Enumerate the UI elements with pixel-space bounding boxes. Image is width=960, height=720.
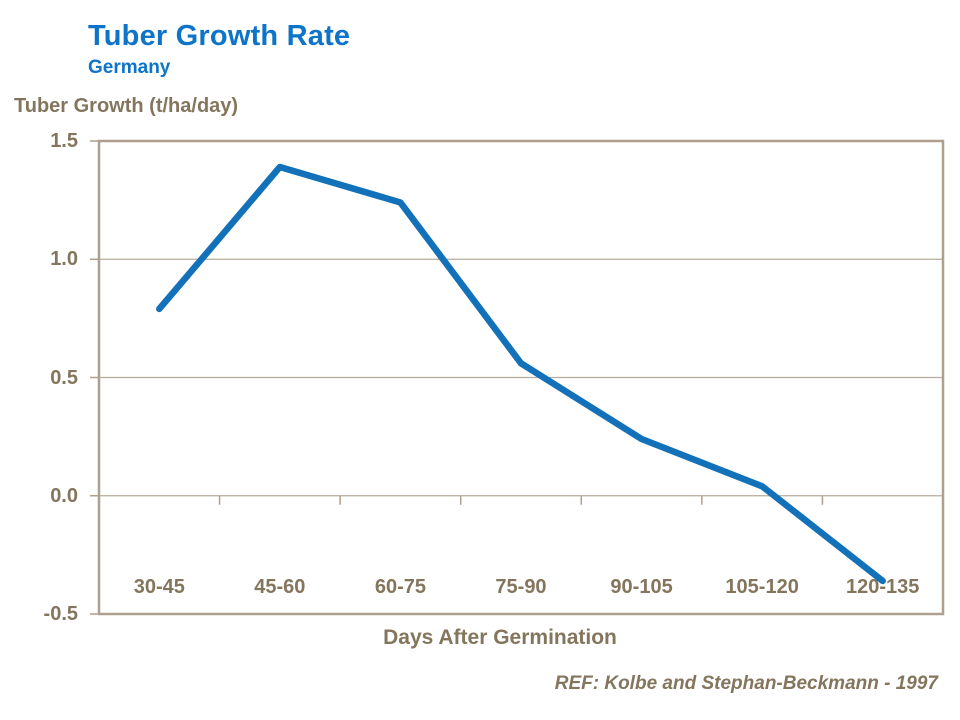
x-tick-label: 105-120 [725, 576, 799, 598]
y-tick-label: 1.0 [50, 248, 78, 271]
y-tick-label: -0.5 [43, 603, 78, 625]
y-tick-label: 0.5 [50, 366, 78, 389]
reference-citation: REF: Kolbe and Stephan-Beckmann - 1997 [554, 673, 938, 694]
growth-line-series [156, 163, 886, 585]
x-tick-label: 30-45 [133, 576, 185, 598]
x-tick-label: 45-60 [254, 576, 306, 598]
chart-title: Tuber Growth Rate [88, 20, 351, 52]
y-tick-label: 0.0 [50, 484, 78, 507]
x-tick-label: 75-90 [495, 576, 547, 598]
y-tick-label: 1.5 [50, 130, 78, 152]
y-axis-title: Tuber Growth (t/ha/day) [14, 95, 239, 117]
x-tick-label: 60-75 [374, 576, 426, 598]
x-tick-label: 90-105 [610, 576, 673, 598]
plot-area [90, 139, 945, 616]
chart-subtitle: Germany [88, 57, 171, 78]
x-tick-label: 120-135 [846, 576, 920, 598]
x-axis-title: Days After Germination [383, 626, 617, 649]
plot-border [97, 139, 945, 616]
